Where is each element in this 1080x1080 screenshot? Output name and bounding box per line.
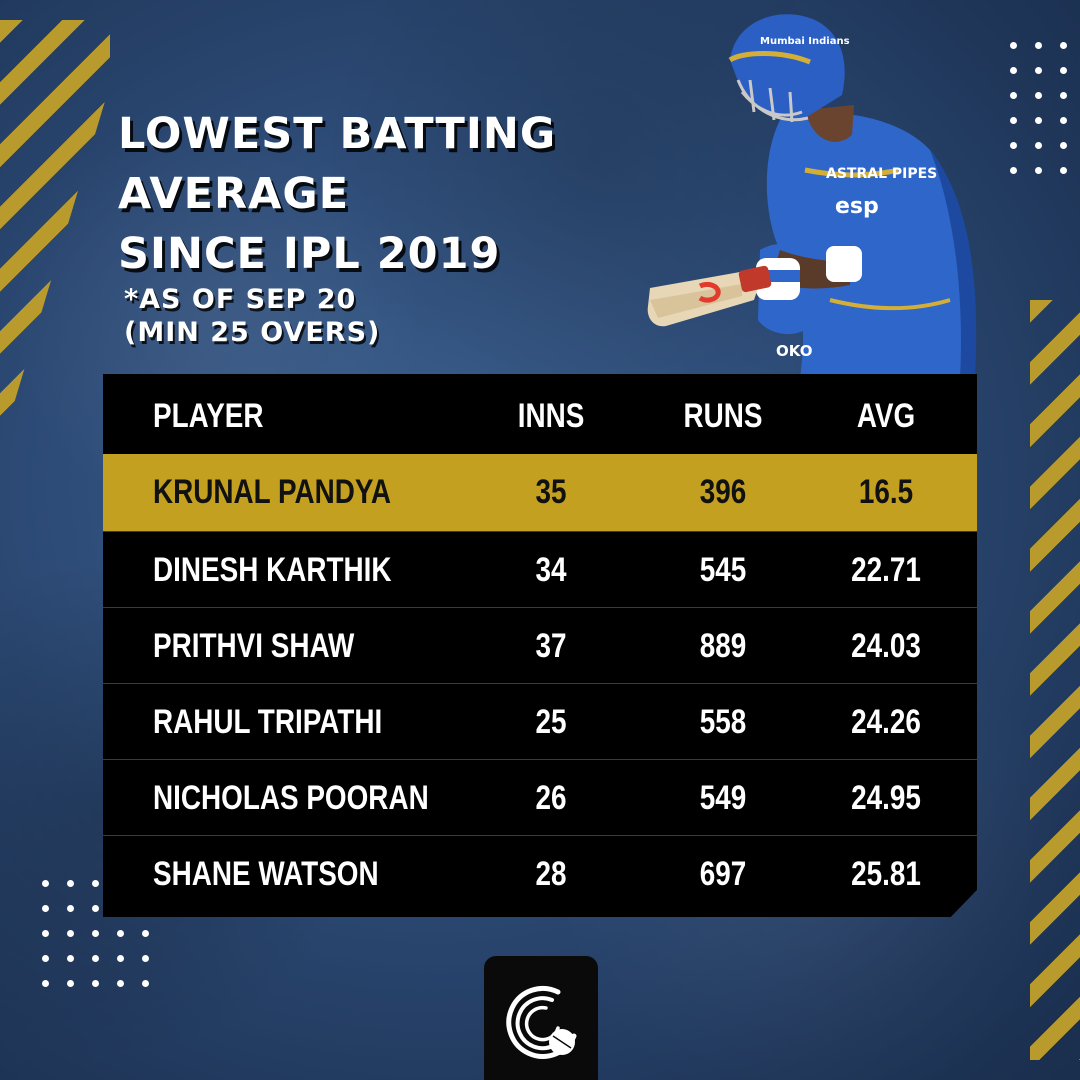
svg-text:ASTRAL PIPES: ASTRAL PIPES [826, 166, 937, 182]
table-row: NICHOLAS POORAN 26 549 24.95 [103, 759, 977, 837]
cell-runs-text: 889 [699, 627, 747, 665]
cell-player: KRUNAL PANDYA [153, 473, 392, 511]
dot-pattern-top-right [1010, 42, 1080, 174]
cell-player: RAHUL TRIPATHI [153, 703, 383, 741]
stats-table: PLAYER INNS RUNS AVG KRUNAL PANDYA 35 39… [103, 374, 977, 917]
cell-player: SHANE WATSON [153, 855, 379, 893]
title-line-3: SINCE IPL 2019 [118, 229, 501, 279]
page-title: LOWEST BATTING AVERAGE SINCE IPL 2019 [118, 104, 556, 284]
cell-runs-text: 558 [699, 703, 747, 741]
cell-inns-text: 37 [535, 627, 567, 665]
header-player: PLAYER [153, 397, 264, 435]
table-row: RAHUL TRIPATHI 25 558 24.26 [103, 683, 977, 761]
table-header-row: PLAYER INNS RUNS AVG [103, 378, 977, 455]
svg-text:Mumbai Indians: Mumbai Indians [760, 36, 850, 47]
cell-runs-text: 697 [699, 855, 747, 893]
cell-player: DINESH KARTHIK [153, 551, 392, 589]
cell-avg-text: 24.26 [851, 703, 921, 741]
table-row: SHANE WATSON 28 697 25.81 [103, 835, 977, 913]
brand-logo [484, 956, 598, 1080]
cell-inns-text: 34 [535, 551, 567, 589]
cell-runs-text: 545 [699, 551, 747, 589]
table-row: PRITHVI SHAW 37 889 24.03 [103, 607, 977, 685]
decorative-stripes-right [1030, 300, 1080, 1060]
header-runs-text: RUNS [683, 397, 763, 435]
table-row: DINESH KARTHIK 34 545 22.71 [103, 531, 977, 609]
svg-text:esp: esp [835, 194, 879, 219]
cell-player: NICHOLAS POORAN [153, 779, 429, 817]
cell-inns-text: 35 [535, 473, 567, 511]
subtitle-line-2: (MIN 25 OVERS) [124, 317, 381, 348]
cell-runs-text: 549 [699, 779, 747, 817]
cell-inns-text: 28 [535, 855, 567, 893]
title-line-2: AVERAGE [118, 169, 350, 219]
cell-runs-text: 396 [699, 473, 747, 511]
header-avg-text: AVG [856, 397, 916, 435]
subtitle-note: *AS OF SEP 20 (MIN 25 OVERS) [124, 283, 380, 349]
svg-text:OKO: OKO [776, 342, 812, 360]
cell-avg-text: 16.5 [858, 473, 914, 511]
header-inns-text: INNS [517, 397, 585, 435]
title-line-1: LOWEST BATTING [118, 109, 557, 159]
cell-avg-text: 24.03 [851, 627, 921, 665]
decorative-stripes-left [0, 20, 110, 450]
cell-avg-text: 25.81 [851, 855, 921, 893]
subtitle-line-1: *AS OF SEP 20 [124, 284, 357, 315]
cell-inns-text: 25 [535, 703, 567, 741]
cell-inns-text: 26 [535, 779, 567, 817]
cricket-ball-logo-icon [506, 985, 577, 1059]
cell-player: PRITHVI SHAW [153, 627, 355, 665]
cell-avg-text: 22.71 [851, 551, 921, 589]
player-photo: ASTRAL PIPES esp OKO Mumbai Indians [647, 14, 977, 378]
table-row-highlighted: KRUNAL PANDYA 35 396 16.5 [103, 454, 977, 531]
cell-avg-text: 24.95 [851, 779, 921, 817]
